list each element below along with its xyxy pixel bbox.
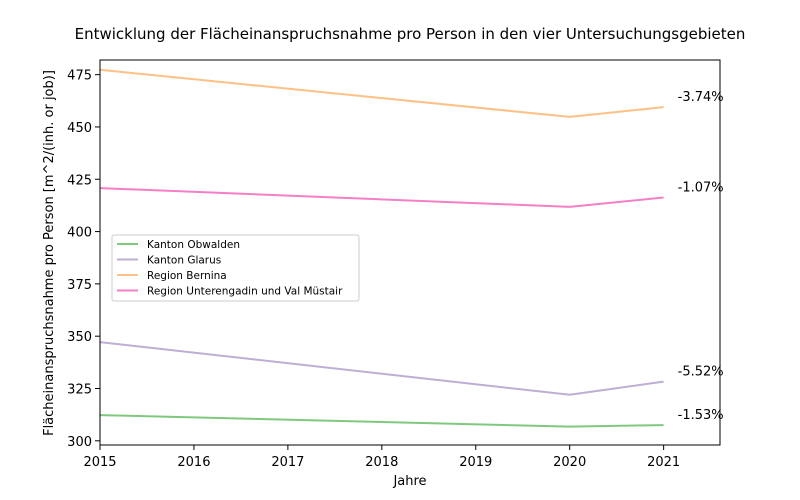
y-tick-label-5: 425 <box>67 173 92 188</box>
legend-label-2: Region Bernina <box>147 270 227 282</box>
series-line-3 <box>99 187 664 208</box>
annotation-2: -3.74% <box>678 90 724 105</box>
x-tick-label-6: 2021 <box>647 455 680 470</box>
legend-box <box>111 234 360 302</box>
annotation-1: -5.52% <box>678 365 724 380</box>
y-tick-label-4: 400 <box>67 226 92 241</box>
y-tick-label-6: 450 <box>67 121 92 136</box>
x-tick-label-0: 2015 <box>83 455 116 470</box>
series-line-0 <box>99 414 664 428</box>
x-tick-label-4: 2019 <box>459 455 492 470</box>
annotation-3: -1.07% <box>678 180 724 195</box>
chart-title: Entwicklung der Flächeinanspruchsnahme p… <box>75 25 746 43</box>
annotation-0: -1.53% <box>678 408 724 423</box>
y-axis-title: Flächeinanspruchsnahme pro Person [m^2/(… <box>42 70 57 436</box>
y-tick-label-1: 325 <box>67 383 92 398</box>
x-tick-label-5: 2020 <box>553 455 586 470</box>
series-line-1 <box>99 341 664 396</box>
x-tick-label-2: 2017 <box>271 455 304 470</box>
y-tick-label-0: 300 <box>67 435 92 450</box>
x-axis-title: Jahre <box>392 474 426 489</box>
legend-label-3: Region Unterengadin und Val Müstair <box>147 286 343 298</box>
y-tick-label-3: 375 <box>67 278 92 293</box>
legend-label-0: Kanton Obwalden <box>147 239 240 251</box>
y-tick-label-2: 350 <box>67 330 92 345</box>
series-line-2 <box>99 68 664 118</box>
y-tick-label-7: 475 <box>67 69 92 84</box>
legend-label-1: Kanton Glarus <box>147 255 221 267</box>
plot-frame <box>99 59 721 446</box>
plot-area: -1.53% -5.52% -3.74% -1.07% 2015 2016 2017 2018… <box>67 59 724 470</box>
x-tick-label-3: 2018 <box>365 455 398 470</box>
x-tick-label-1: 2016 <box>177 455 210 470</box>
